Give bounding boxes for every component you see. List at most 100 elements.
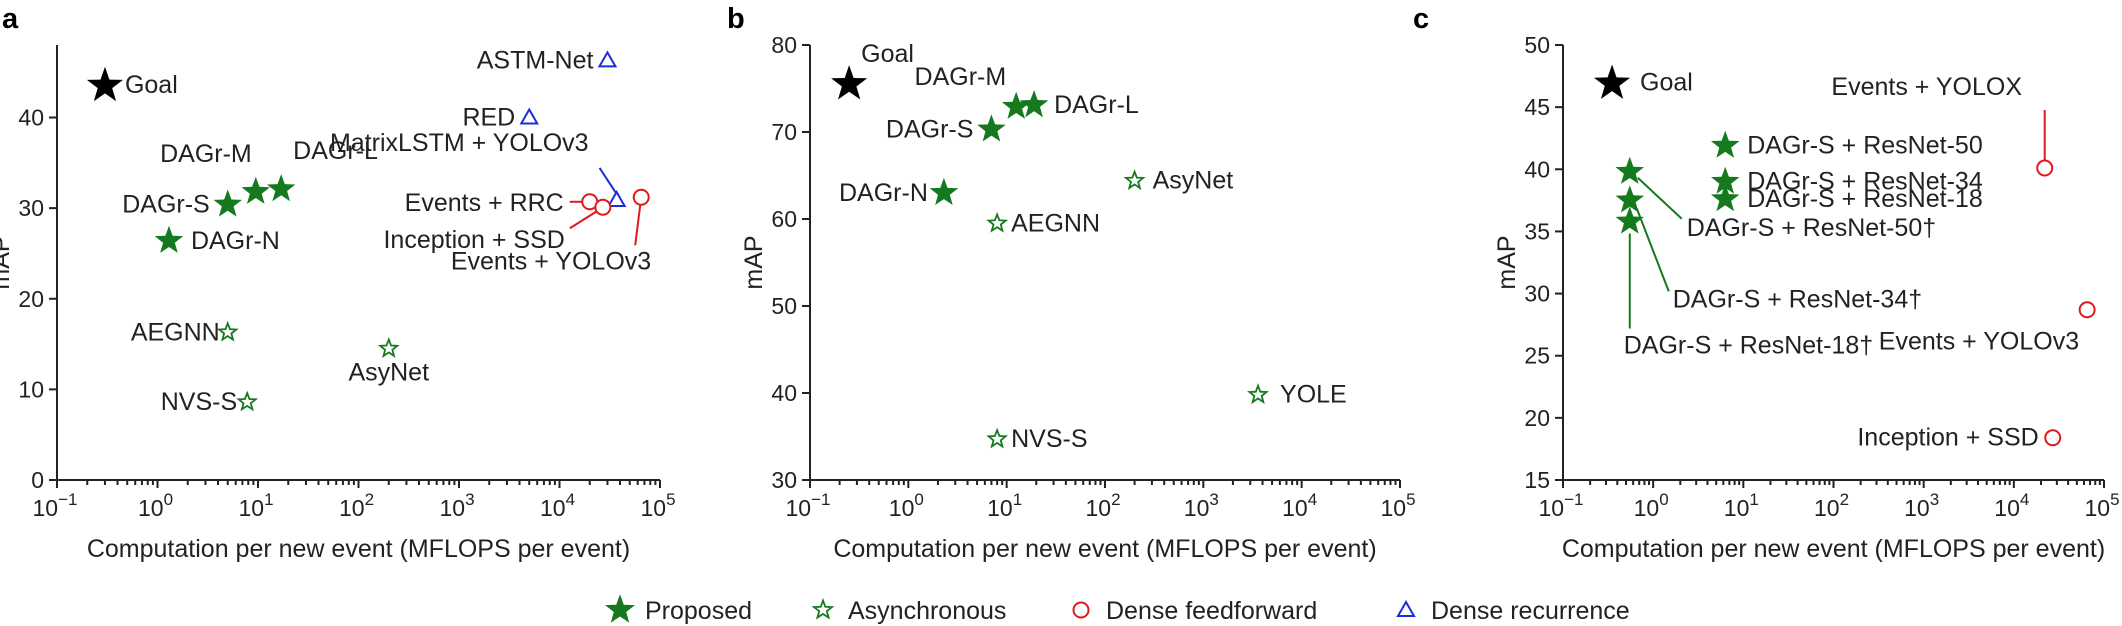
point-dagr-m bbox=[241, 176, 270, 204]
point-dagr-s-resnet-18-dagger bbox=[1615, 206, 1644, 234]
point-dagr-s-resnet-50 bbox=[1711, 130, 1740, 158]
x-tick-label: 103 bbox=[1904, 490, 1939, 521]
label-events-yolox: Events + YOLOX bbox=[1831, 73, 2022, 101]
point-dagr-s bbox=[977, 114, 1006, 142]
x-tick-label: 102 bbox=[1085, 490, 1120, 521]
x-tick-label: 105 bbox=[640, 490, 675, 521]
point-events-yolov3 bbox=[632, 188, 650, 206]
label-nvs-s: NVS-S bbox=[161, 388, 237, 416]
x-tick-label: 105 bbox=[2084, 490, 2119, 521]
label-nvs-s: NVS-S bbox=[1011, 425, 1087, 453]
point-aegnn bbox=[986, 211, 1009, 233]
x-tick-label: 105 bbox=[1380, 490, 1415, 521]
panel-c: c 10−1 100 101 102 103 104 105 15 20 25 30 35 40 45 50 C… bbox=[1413, 3, 2120, 563]
x-tick-label: 104 bbox=[1994, 490, 2029, 521]
label-astm-net: ASTM-Net bbox=[477, 46, 594, 74]
point-inception-ssd bbox=[594, 198, 612, 216]
label-dagr-m: DAGr-M bbox=[915, 63, 1007, 91]
legend-label-dense-recurrence: Dense recurrence bbox=[1431, 597, 1630, 625]
label-dagr-s-resnet-18: DAGr-S + ResNet-18 bbox=[1747, 185, 1983, 213]
x-tick-label: 103 bbox=[1184, 490, 1219, 521]
legend-marker-proposed bbox=[605, 594, 635, 623]
panel-letter: a bbox=[2, 3, 19, 35]
x-tick-label: 103 bbox=[439, 490, 474, 521]
label-goal: Goal bbox=[125, 71, 178, 99]
y-tick-label: 45 bbox=[1524, 94, 1550, 120]
label-events-rrc: Events + RRC bbox=[405, 189, 564, 217]
y-tick-label: 0 bbox=[31, 467, 44, 493]
label-dagr-s-resnet-34-dagger: DAGr-S + ResNet-34† bbox=[1673, 285, 1922, 313]
label-goal: Goal bbox=[861, 40, 914, 68]
point-goal bbox=[1594, 64, 1631, 99]
x-tick-label: 101 bbox=[238, 490, 273, 521]
legend-label-proposed: Proposed bbox=[645, 597, 752, 625]
legend-label-asynchronous: Asynchronous bbox=[848, 597, 1006, 625]
label-dagr-m: DAGr-M bbox=[160, 140, 252, 168]
panel-b: b 10−1 100 101 102 103 104 105 30 40 50 60 70 80 Compu… bbox=[727, 3, 1416, 563]
leader-line bbox=[1635, 207, 1670, 292]
leader-line bbox=[598, 167, 618, 195]
point-inception-ssd bbox=[2044, 429, 2062, 447]
label-dagr-s-resnet-50-dagger: DAGr-S + ResNet-50† bbox=[1687, 214, 1936, 242]
legend-marker-asynchronous bbox=[811, 597, 835, 620]
x-axis-title: Computation per new event (MFLOPS per ev… bbox=[1562, 535, 2105, 563]
y-tick-label: 40 bbox=[18, 105, 44, 131]
point-dagr-m bbox=[1001, 91, 1031, 119]
y-tick-label: 40 bbox=[771, 380, 797, 406]
label-dagr-l: DAGr-L bbox=[293, 137, 378, 165]
y-tick-label: 35 bbox=[1524, 218, 1550, 244]
label-dagr-n: DAGr-N bbox=[191, 227, 280, 255]
label-red: RED bbox=[462, 104, 515, 132]
legend-marker-dense-feedforward bbox=[1072, 601, 1090, 619]
x-axis-title: Computation per new event (MFLOPS per ev… bbox=[87, 535, 630, 563]
y-tick-label: 70 bbox=[771, 119, 797, 145]
point-nvs-s bbox=[236, 390, 259, 412]
panel-letter: b bbox=[727, 3, 745, 35]
y-axis-title: mAP bbox=[740, 235, 768, 289]
label-dagr-s: DAGr-S bbox=[122, 191, 210, 219]
x-tick-label: 10−1 bbox=[786, 490, 831, 521]
point-nvs-s bbox=[986, 427, 1009, 449]
y-tick-label: 20 bbox=[18, 286, 44, 312]
legend-marker-dense-recurrence bbox=[1396, 599, 1416, 617]
y-tick-label: 30 bbox=[771, 467, 797, 493]
point-matrixlstm-yolov3 bbox=[606, 189, 627, 207]
label-dagr-s: DAGr-S bbox=[886, 115, 974, 143]
x-tick-label: 101 bbox=[1724, 490, 1759, 521]
point-dagr-l bbox=[266, 174, 296, 202]
point-events-yolov3 bbox=[2078, 301, 2096, 319]
y-tick-label: 30 bbox=[1524, 281, 1550, 307]
leader-line bbox=[1637, 177, 1683, 220]
label-aegnn: AEGNN bbox=[1011, 209, 1100, 237]
point-dagr-n bbox=[154, 225, 184, 253]
point-dagr-s-resnet-18 bbox=[1711, 184, 1740, 212]
point-dagr-s-resnet-34-dagger bbox=[1615, 185, 1644, 213]
point-dagr-s bbox=[213, 189, 242, 217]
x-axis-title: Computation per new event (MFLOPS per ev… bbox=[833, 535, 1376, 563]
legend: Proposed Asynchronous Dense feedforward Den… bbox=[605, 594, 1630, 625]
point-yole bbox=[1247, 383, 1270, 405]
label-dagr-l: DAGr-L bbox=[1054, 91, 1139, 119]
x-tick-label: 100 bbox=[889, 490, 924, 521]
y-tick-label: 30 bbox=[18, 195, 44, 221]
point-red bbox=[519, 107, 539, 125]
x-tick-label: 10−1 bbox=[33, 490, 78, 521]
label-asynet: AsyNet bbox=[348, 359, 429, 387]
label-aegnn: AEGNN bbox=[131, 318, 220, 346]
label-dagr-n: DAGr-N bbox=[839, 179, 928, 207]
point-events-yolox bbox=[2036, 159, 2054, 177]
point-dagr-s-resnet-50-dagger bbox=[1615, 156, 1644, 184]
leader-line bbox=[634, 205, 642, 246]
point-asynet bbox=[377, 337, 400, 358]
x-tick-label: 10−1 bbox=[1539, 490, 1584, 521]
y-tick-label: 40 bbox=[1524, 156, 1550, 182]
label-dagr-s-resnet-50: DAGr-S + ResNet-50 bbox=[1747, 132, 1983, 160]
point-dagr-l bbox=[1019, 90, 1049, 118]
label-events-yolov3: Events + YOLOv3 bbox=[451, 247, 651, 275]
y-tick-label: 60 bbox=[771, 206, 797, 232]
x-tick-label: 100 bbox=[1634, 490, 1669, 521]
point-dagr-n bbox=[929, 177, 959, 205]
y-tick-label: 15 bbox=[1524, 467, 1550, 493]
panel-a: a 10−1 100 101 102 103 104 105 0 10 20 30 40 Computat… bbox=[0, 3, 676, 563]
label-matrixlstm-yolov3: MatrixLSTM + YOLOv3 bbox=[330, 129, 589, 157]
